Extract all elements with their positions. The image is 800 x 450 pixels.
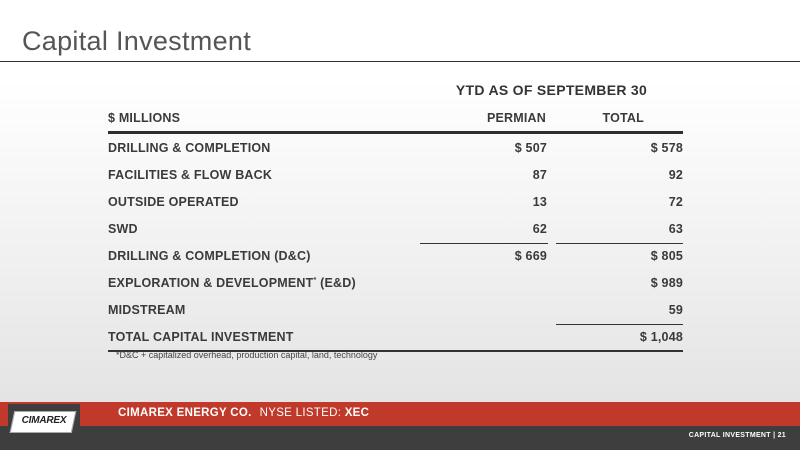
title-divider xyxy=(0,61,800,62)
ytd-header: YTD AS OF SEPTEMBER 30 xyxy=(455,82,648,98)
company-banner-text: CIMAREX ENERGY CO. NYSE LISTED: XEC xyxy=(118,407,369,419)
row-total-value: $ 1,048 xyxy=(639,330,683,344)
table-row-total: TOTAL CAPITAL INVESTMENT $ 1,048 xyxy=(108,323,683,350)
row-label: TOTAL CAPITAL INVESTMENT xyxy=(108,330,294,344)
header-total: TOTAL xyxy=(602,111,644,125)
row-permian-value: 13 xyxy=(532,195,547,209)
row-label: MIDSTREAM xyxy=(108,303,186,317)
header-millions: $ MILLIONS xyxy=(108,111,181,125)
row-total-value: $ 989 xyxy=(650,276,683,290)
table-row: EXPLORATION & DEVELOPMENT* (E&D) $ 989 xyxy=(108,269,683,296)
company-name: CIMAREX ENERGY CO. xyxy=(118,407,252,419)
row-label: EXPLORATION & DEVELOPMENT* (E&D) xyxy=(108,276,356,290)
header-permian: PERMIAN xyxy=(486,111,546,125)
footnote: *D&C + capitalized overhead, production … xyxy=(116,350,378,360)
row-permian-value: $ 507 xyxy=(514,141,547,155)
row-label: FACILITIES & FLOW BACK xyxy=(108,168,273,182)
row-total-value: 92 xyxy=(668,168,683,182)
permian-subtotal-rule xyxy=(420,243,548,244)
header-divider xyxy=(108,131,683,134)
table-row: DRILLING & COMPLETION $ 507 $ 578 xyxy=(108,134,683,161)
row-label: DRILLING & COMPLETION (D&C) xyxy=(108,249,311,263)
logo-text: CIMAREX xyxy=(21,415,67,426)
company-banner: CIMAREX ENERGY CO. NYSE LISTED: XEC xyxy=(0,402,800,426)
footnote-marker: * xyxy=(313,277,317,284)
listing-label: NYSE LISTED: xyxy=(259,407,345,419)
table-row-subtotal: DRILLING & COMPLETION (D&C) $ 669 $ 805 xyxy=(108,242,683,269)
row-permian-value: 87 xyxy=(532,168,547,182)
row-total-value: 59 xyxy=(668,303,683,317)
row-label: OUTSIDE OPERATED xyxy=(108,195,239,209)
row-total-value: $ 578 xyxy=(650,141,683,155)
table-row: SWD 62 63 xyxy=(108,215,683,242)
capital-investment-table: $ MILLIONS PERMIAN TOTAL DRILLING & COMP… xyxy=(108,104,683,352)
row-total-value: 63 xyxy=(668,222,683,236)
table-row: FACILITIES & FLOW BACK 87 92 xyxy=(108,161,683,188)
table-header-row: $ MILLIONS PERMIAN TOTAL xyxy=(108,104,683,131)
row-label: SWD xyxy=(108,222,138,236)
ticker-symbol: XEC xyxy=(344,407,370,419)
row-permian-value: $ 669 xyxy=(514,249,547,263)
grand-total-rule xyxy=(556,324,683,325)
row-permian-value: 62 xyxy=(532,222,547,236)
table-row: OUTSIDE OPERATED 13 72 xyxy=(108,188,683,215)
table-bottom-rule xyxy=(108,350,683,352)
page-label: CAPITAL INVESTMENT | 21 xyxy=(688,432,786,439)
total-subtotal-rule xyxy=(556,243,683,244)
row-total-value: 72 xyxy=(668,195,683,209)
row-label: DRILLING & COMPLETION xyxy=(108,141,271,155)
page-title: Capital Investment xyxy=(22,26,252,56)
row-total-value: $ 805 xyxy=(650,249,683,263)
table-row: MIDSTREAM 59 xyxy=(108,296,683,323)
